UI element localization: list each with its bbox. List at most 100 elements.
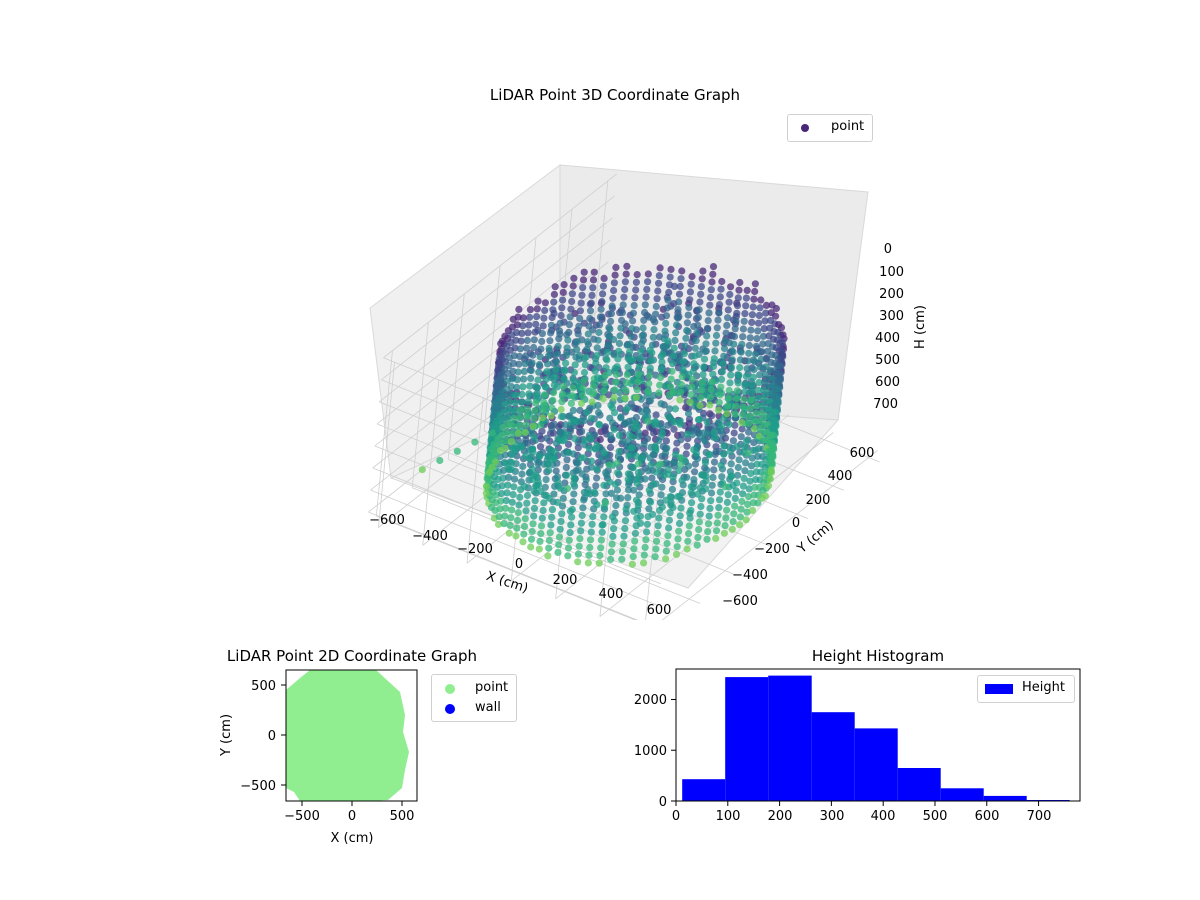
y-tick: 0 xyxy=(268,729,276,744)
point-3d xyxy=(568,290,577,298)
point-3d xyxy=(616,404,624,413)
point-3d xyxy=(716,391,724,399)
point-3d xyxy=(670,282,679,290)
point-3d xyxy=(632,452,641,460)
point-3d xyxy=(556,525,564,533)
point-3d xyxy=(680,350,689,358)
point-3d xyxy=(762,309,770,317)
point-3d xyxy=(707,497,715,505)
point-3d xyxy=(774,377,783,385)
point-3d xyxy=(600,513,608,521)
point-3d xyxy=(557,412,566,421)
point-3d xyxy=(578,392,586,400)
point-3d xyxy=(680,357,688,365)
point-3d xyxy=(727,283,735,291)
point-3d xyxy=(741,443,749,451)
point-3d xyxy=(614,355,622,363)
point-3d xyxy=(623,262,631,270)
point-3d xyxy=(743,508,751,516)
point-3d xyxy=(519,462,527,470)
point-3d xyxy=(582,476,590,484)
point-3d xyxy=(743,286,751,294)
point-3d xyxy=(418,466,426,474)
point-3d xyxy=(718,277,726,286)
point-3d xyxy=(748,311,757,319)
point-3d xyxy=(665,524,673,532)
point-3d xyxy=(639,324,647,332)
histogram-bar xyxy=(725,677,769,801)
point-3d xyxy=(666,390,674,399)
point-3d xyxy=(617,494,625,502)
point-3d xyxy=(651,442,659,450)
point-3d xyxy=(628,560,637,568)
point-3d xyxy=(556,484,565,492)
point-3d xyxy=(538,414,547,422)
point-3d xyxy=(767,466,775,474)
point-3d xyxy=(724,491,732,499)
plot-histogram: 0 100 200 300 400 500 600 700 0 1000 200… xyxy=(634,668,1081,824)
point-3d xyxy=(577,527,585,535)
point-3d xyxy=(705,512,713,520)
point-3d xyxy=(683,545,691,553)
point-3d xyxy=(699,371,707,379)
point-3d xyxy=(698,378,706,386)
point-3d xyxy=(587,299,595,307)
point-3d xyxy=(547,521,555,529)
point-3d xyxy=(656,373,665,381)
point-3d xyxy=(556,327,564,335)
point-3d xyxy=(644,467,653,475)
point-3d xyxy=(541,306,549,315)
point-3d xyxy=(623,379,631,387)
point-3d xyxy=(733,394,741,403)
point-3d xyxy=(681,342,689,350)
point-3d xyxy=(554,498,562,506)
point-3d xyxy=(650,326,658,334)
point-3d xyxy=(662,547,670,555)
point-3d xyxy=(513,516,522,525)
point-3d xyxy=(777,324,786,332)
point-3d xyxy=(702,477,710,485)
point-3d xyxy=(733,387,742,395)
point-3d xyxy=(516,493,524,501)
point-3d xyxy=(565,536,573,544)
point-3d xyxy=(548,455,556,464)
point-3d xyxy=(731,502,739,510)
point-3d xyxy=(539,406,547,414)
point-3d xyxy=(749,373,757,381)
point-3d xyxy=(598,521,606,529)
point-3d xyxy=(672,321,681,329)
point-3d xyxy=(511,344,519,352)
point-3d xyxy=(610,393,618,402)
point-3d xyxy=(729,481,737,489)
point-3d xyxy=(532,391,541,399)
point-3d xyxy=(559,296,567,304)
point-3d xyxy=(514,429,523,437)
point-3d xyxy=(526,382,534,390)
point-3d xyxy=(663,539,671,548)
point-3d xyxy=(576,307,585,315)
point-3d xyxy=(564,544,573,552)
point-3d xyxy=(622,505,630,513)
point-3d xyxy=(624,363,632,371)
point-3d xyxy=(735,286,743,294)
point-3d xyxy=(744,449,752,457)
point-3d xyxy=(533,384,541,392)
point-3d xyxy=(710,355,718,363)
point-3d xyxy=(612,263,620,271)
point-3d xyxy=(573,345,581,353)
point-3d xyxy=(739,325,748,333)
x-axis-label: X (cm) xyxy=(484,569,530,597)
point-3d xyxy=(715,496,724,504)
point-3d xyxy=(754,386,762,394)
point-3d xyxy=(603,471,611,479)
point-3d xyxy=(677,504,685,512)
point-3d xyxy=(569,384,577,392)
point-3d xyxy=(693,541,701,549)
point-3d xyxy=(714,316,722,324)
point-3d xyxy=(708,481,716,489)
point-3d xyxy=(703,466,711,474)
point-3d xyxy=(697,502,705,511)
point-3d xyxy=(685,415,694,423)
point-3d xyxy=(682,450,690,458)
point-3d xyxy=(625,431,633,439)
